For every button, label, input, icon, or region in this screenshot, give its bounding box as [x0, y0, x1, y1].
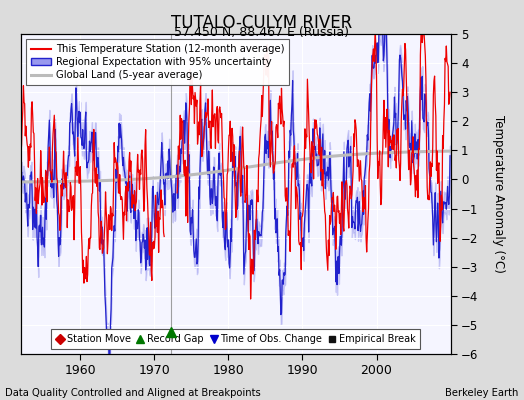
Text: Data Quality Controlled and Aligned at Breakpoints: Data Quality Controlled and Aligned at B… [5, 388, 261, 398]
Y-axis label: Temperature Anomaly (°C): Temperature Anomaly (°C) [493, 115, 505, 273]
Text: TUTALO-CULYM RIVER: TUTALO-CULYM RIVER [171, 14, 353, 32]
Legend: Station Move, Record Gap, Time of Obs. Change, Empirical Break: Station Move, Record Gap, Time of Obs. C… [51, 330, 420, 349]
Text: Berkeley Earth: Berkeley Earth [445, 388, 519, 398]
Text: 57.450 N, 88.467 E (Russia): 57.450 N, 88.467 E (Russia) [174, 26, 350, 39]
